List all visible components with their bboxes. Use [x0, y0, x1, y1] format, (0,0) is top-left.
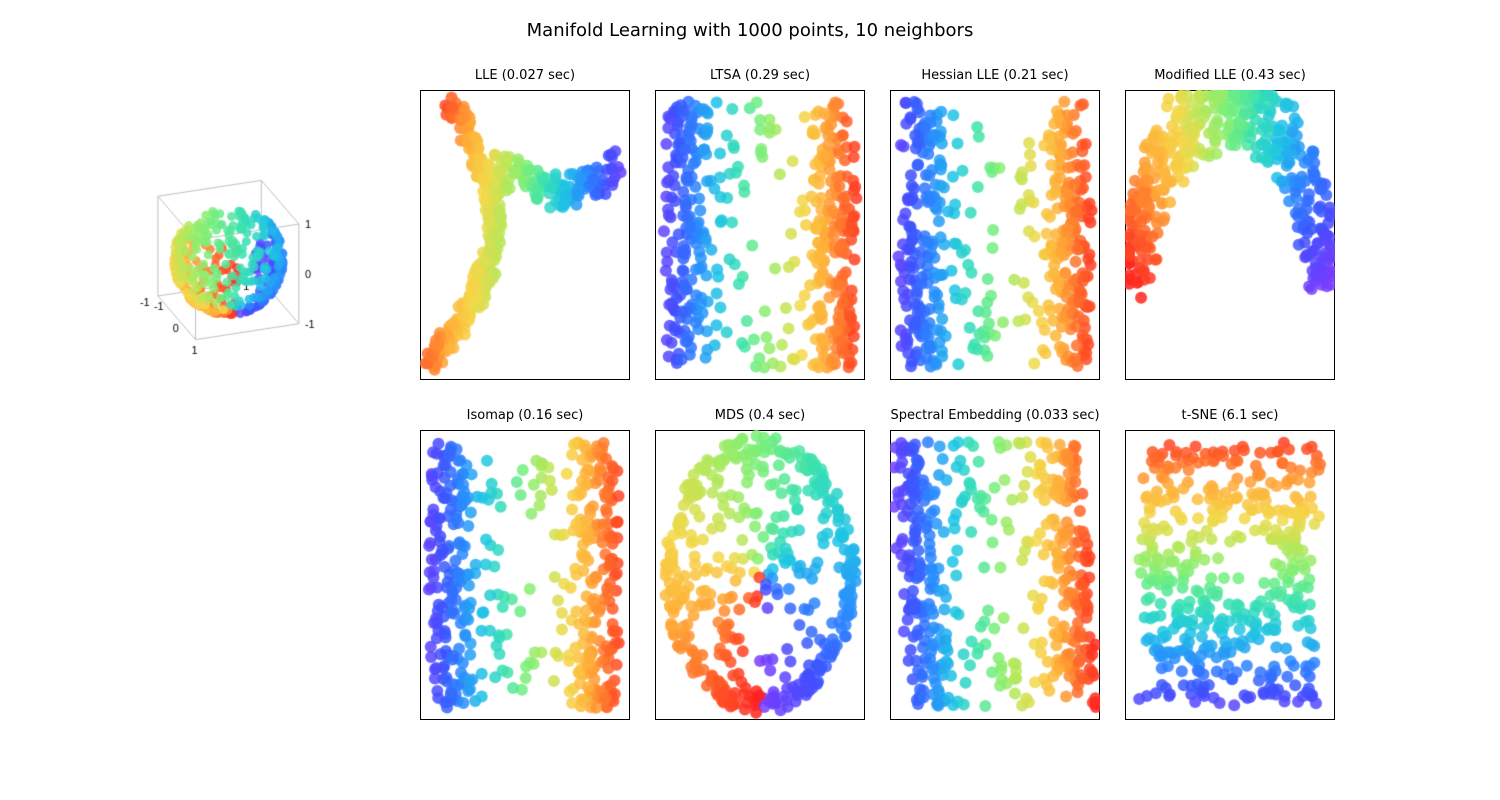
panel-tsne: t-SNE (6.1 sec) — [1125, 430, 1335, 720]
panel-title-modified: Modified LLE (0.43 sec) — [1125, 68, 1335, 83]
panel-spectral: Spectral Embedding (0.033 sec) — [890, 430, 1100, 720]
panel-title-spectral: Spectral Embedding (0.033 sec) — [890, 408, 1100, 423]
panel-title-isomap: Isomap (0.16 sec) — [420, 408, 630, 423]
canvas-tsne — [1125, 430, 1335, 720]
panel-lle: LLE (0.027 sec) — [420, 90, 630, 380]
panel-title-hessian: Hessian LLE (0.21 sec) — [890, 68, 1100, 83]
figure-suptitle: Manifold Learning with 1000 points, 10 n… — [0, 20, 1500, 41]
canvas-3d-sphere — [115, 160, 385, 360]
panel-title-lle: LLE (0.027 sec) — [420, 68, 630, 83]
panel-isomap: Isomap (0.16 sec) — [420, 430, 630, 720]
panel-title-ltsa: LTSA (0.29 sec) — [655, 68, 865, 83]
panel-title-mds: MDS (0.4 sec) — [655, 408, 865, 423]
panel-3d-sphere — [115, 160, 385, 360]
canvas-ltsa — [655, 90, 865, 380]
canvas-hessian — [890, 90, 1100, 380]
panel-mds: MDS (0.4 sec) — [655, 430, 865, 720]
panel-modified: Modified LLE (0.43 sec) — [1125, 90, 1335, 380]
panel-ltsa: LTSA (0.29 sec) — [655, 90, 865, 380]
canvas-modified — [1125, 90, 1335, 380]
figure: Manifold Learning with 1000 points, 10 n… — [0, 0, 1500, 800]
canvas-mds — [655, 430, 865, 720]
panel-hessian: Hessian LLE (0.21 sec) — [890, 90, 1100, 380]
panel-title-tsne: t-SNE (6.1 sec) — [1125, 408, 1335, 423]
canvas-isomap — [420, 430, 630, 720]
canvas-lle — [420, 90, 630, 380]
canvas-spectral — [890, 430, 1100, 720]
